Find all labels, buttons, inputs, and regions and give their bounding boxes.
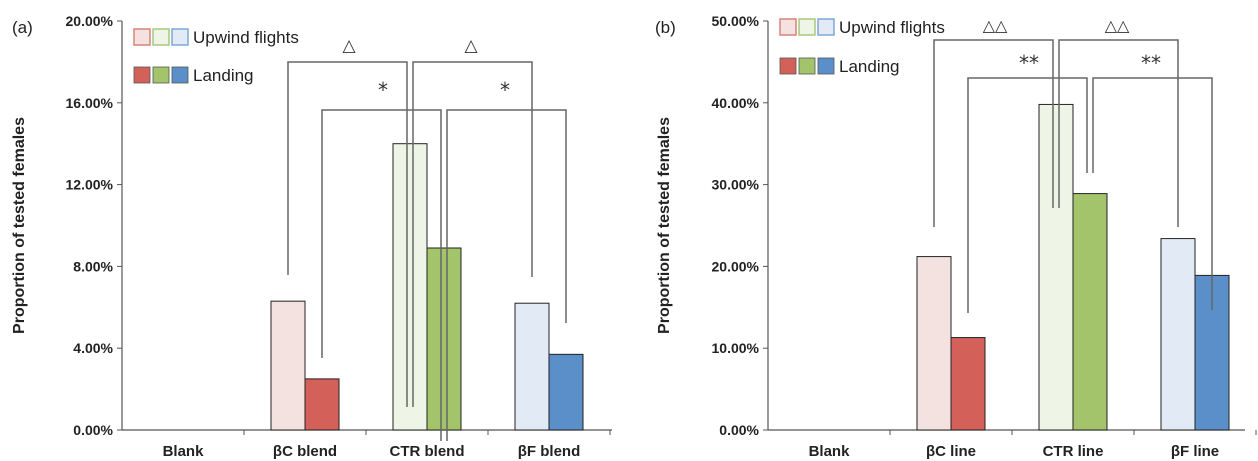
- legend-swatch-landing: [798, 57, 816, 75]
- y-tick-label: 20.00%: [66, 13, 114, 29]
- significance-bracket-right: [1058, 39, 1179, 227]
- x-tick-label: CTR line: [1043, 443, 1104, 460]
- bar: [1072, 193, 1108, 431]
- x-tick-label: CTR blend: [390, 443, 465, 460]
- significance-label: *: [378, 78, 388, 102]
- legend: Upwind flights Landing: [779, 18, 945, 76]
- y-axis-label: Proportion of tested females: [656, 117, 673, 334]
- significance-label: *: [500, 78, 510, 102]
- chart-panel-a: 0.00% 4.00% 8.00% 12.00% 16.00% 20.00% Blank βC…: [11, 13, 612, 460]
- x-tick-label: Blank: [809, 443, 851, 460]
- significance-label: **: [1141, 51, 1161, 75]
- bar: [270, 300, 306, 431]
- legend-label-landing: Landing: [839, 57, 900, 76]
- significance-label: △: [342, 36, 356, 56]
- x-tick-label: βC blend: [273, 443, 337, 460]
- y-tick-label: 0.00%: [719, 422, 759, 438]
- legend-swatch-landing: [779, 57, 797, 75]
- legend-label-landing: Landing: [193, 66, 254, 85]
- x-tick-label: Blank: [163, 443, 205, 460]
- legend-label-upwind: Upwind flights: [839, 18, 945, 37]
- legend-swatch-landing: [133, 66, 151, 84]
- legend-swatch-upwind: [817, 18, 835, 36]
- legend-swatch-upwind: [171, 28, 189, 46]
- significance-label: △△: [983, 16, 1008, 35]
- significance-bracket-left: [287, 61, 408, 407]
- bar: [426, 247, 462, 431]
- bar: [950, 337, 986, 431]
- legend-swatch-landing: [171, 66, 189, 84]
- y-tick-label: 8.00%: [73, 258, 113, 274]
- significance-bracket-right: [446, 109, 567, 441]
- bar: [916, 256, 952, 431]
- significance-bracket-left: [321, 109, 442, 441]
- significance-bracket-left: [967, 77, 1088, 313]
- significance-label: **: [1019, 51, 1039, 75]
- significance-bracket-right: [412, 61, 533, 407]
- bar: [304, 378, 340, 431]
- y-axis-label: Proportion of tested females: [11, 117, 28, 334]
- y-tick-label: 40.00%: [712, 95, 760, 111]
- legend-label-upwind: Upwind flights: [193, 28, 299, 47]
- y-tick-label: 50.00%: [712, 13, 760, 29]
- panel-label: (a): [12, 18, 33, 37]
- bar: [548, 353, 584, 431]
- significance-bracket-right: [1092, 77, 1213, 310]
- legend-swatch-upwind: [152, 28, 170, 46]
- bar: [514, 302, 550, 431]
- bar: [392, 143, 428, 431]
- y-tick-label: 4.00%: [73, 340, 113, 356]
- legend-swatch-landing: [817, 57, 835, 75]
- legend-swatch-upwind: [133, 28, 151, 46]
- x-tick-label: βF blend: [518, 443, 580, 460]
- y-tick-label: 12.00%: [66, 177, 114, 193]
- y-tick-label: 0.00%: [73, 422, 113, 438]
- legend-swatch-landing: [152, 66, 170, 84]
- chart-panel-b: 0.00% 10.00% 20.00% 30.00% 40.00% 50.00% Blank…: [655, 13, 1257, 460]
- significance-label: △: [464, 36, 478, 56]
- bar: [1038, 103, 1074, 431]
- panel-label: (b): [655, 18, 676, 37]
- y-tick-label: 30.00%: [712, 177, 760, 193]
- legend: Upwind flights Landing: [133, 28, 299, 85]
- x-tick-label: βF line: [1171, 443, 1219, 460]
- x-tick-label: βC line: [926, 443, 976, 460]
- y-tick-label: 16.00%: [66, 95, 114, 111]
- bar: [1160, 238, 1196, 431]
- legend-swatch-upwind: [779, 18, 797, 36]
- significance-label: △△: [1105, 16, 1130, 35]
- significance-bracket-left: [933, 39, 1054, 227]
- y-tick-label: 20.00%: [712, 258, 760, 274]
- legend-swatch-upwind: [798, 18, 816, 36]
- y-tick-label: 10.00%: [712, 340, 760, 356]
